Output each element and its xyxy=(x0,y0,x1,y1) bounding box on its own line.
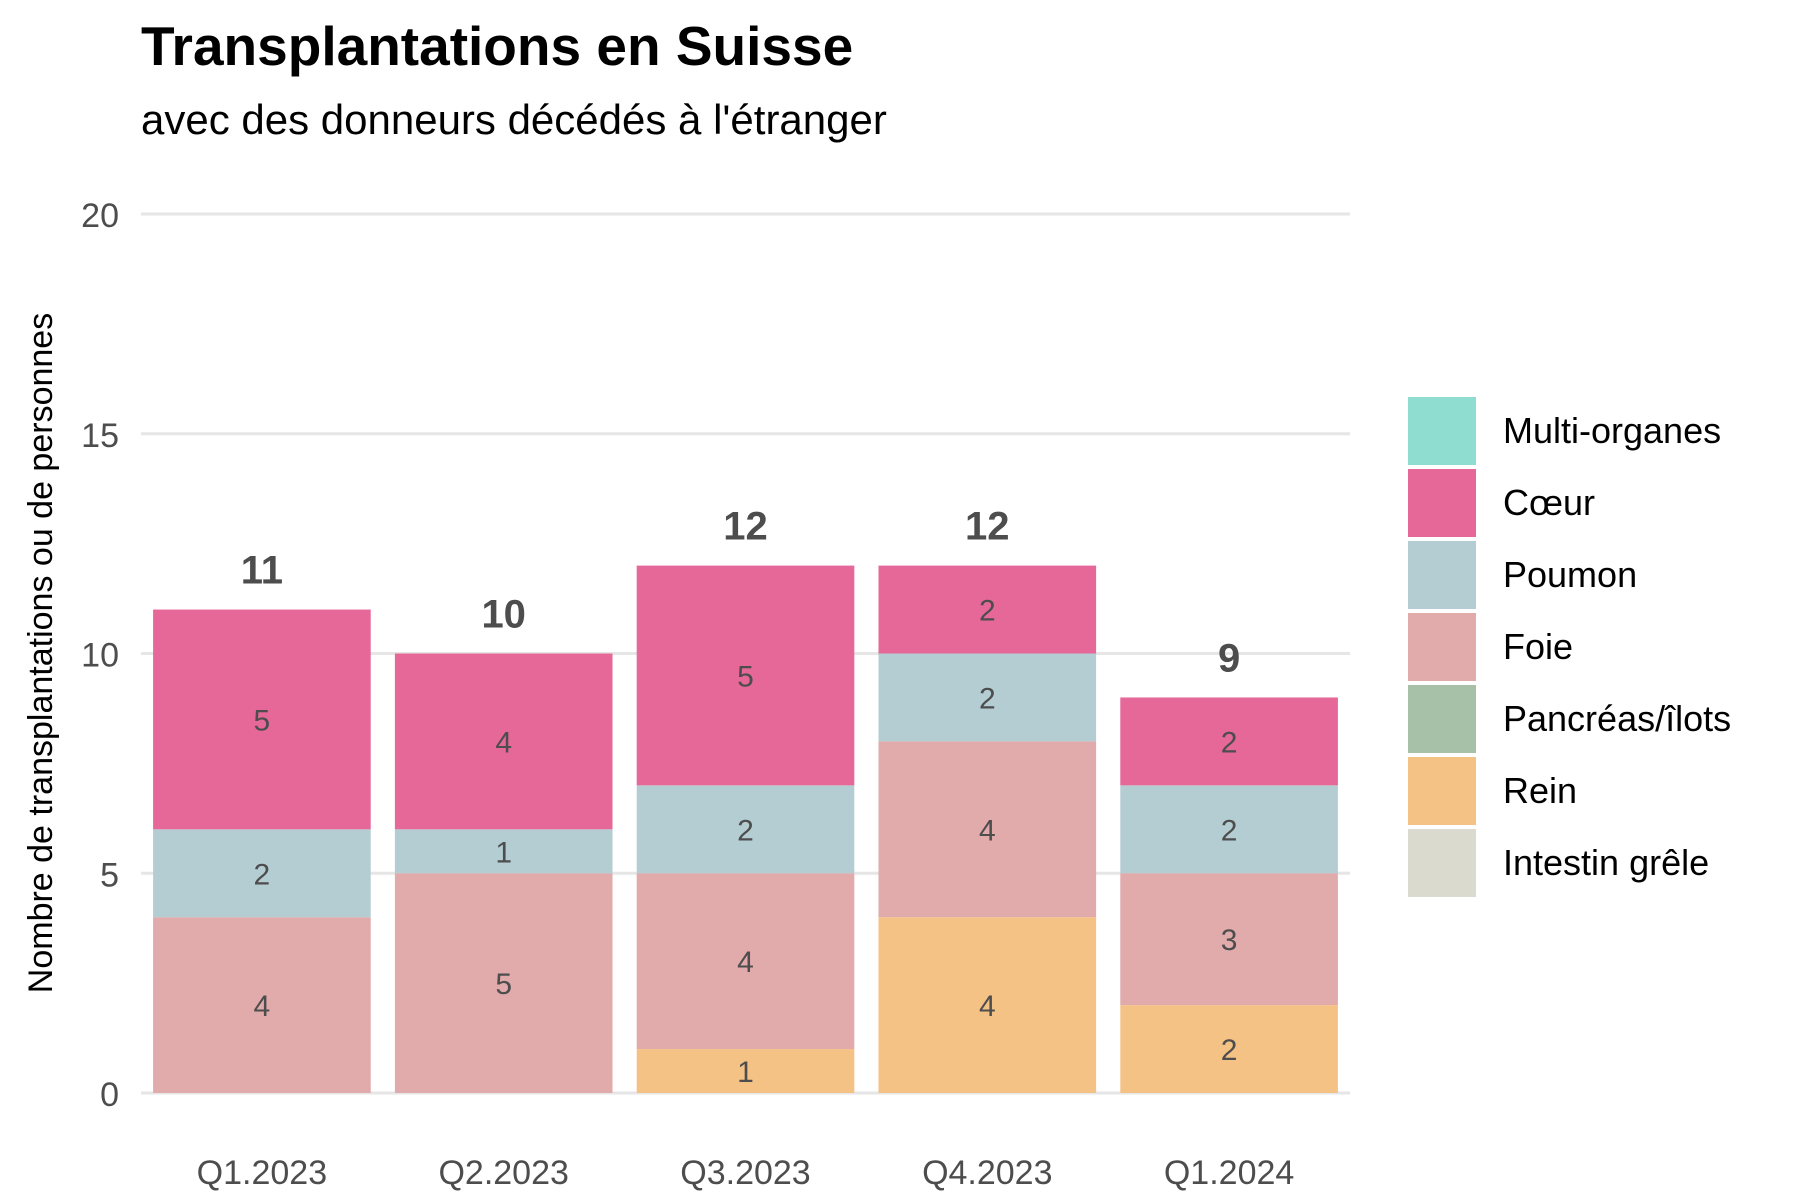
bar-segment xyxy=(878,917,1097,1093)
segment-value-label: 2 xyxy=(737,814,754,847)
segment-value-label: 2 xyxy=(254,858,271,891)
total-value-label: 11 xyxy=(241,549,283,593)
legend-item-rein: Rein xyxy=(1408,755,1731,827)
total-value-label: 10 xyxy=(481,593,526,637)
segment-value-label: 4 xyxy=(979,990,996,1023)
bar-segment xyxy=(394,829,613,874)
legend-item-poumon: Poumon xyxy=(1408,539,1731,611)
legend-swatch xyxy=(1408,685,1476,753)
bar-segment xyxy=(153,917,371,1093)
total-value-label: 9 xyxy=(1218,636,1240,680)
segment-value-label: 5 xyxy=(737,660,754,693)
x-tick-label: Q3.2023 xyxy=(680,1154,810,1192)
chart-title: Transplantations en Suisse xyxy=(141,15,854,77)
segment-value-label: 1 xyxy=(495,836,512,869)
x-tick-label: Q2.2023 xyxy=(438,1154,568,1192)
bar-segment xyxy=(1120,785,1338,874)
segment-value-label: 4 xyxy=(254,990,271,1023)
segment-value-label: 4 xyxy=(979,814,996,847)
legend-label: Cœur xyxy=(1503,482,1595,523)
legend-item-intestin-grele: Intestin grêle xyxy=(1408,827,1731,899)
segment-value-label: 5 xyxy=(254,704,271,737)
legend-swatch xyxy=(1408,757,1476,825)
bar-segment xyxy=(878,741,1097,918)
segment-value-label: 4 xyxy=(737,946,754,979)
y-tick-label: 15 xyxy=(81,417,119,455)
legend-swatch xyxy=(1408,613,1476,681)
total-value-label: 12 xyxy=(723,505,768,549)
legend: Multi-organes Cœur Poumon Foie Pancréas/… xyxy=(1408,395,1731,899)
x-tick-label: Q1.2024 xyxy=(1164,1154,1294,1192)
bar-segment xyxy=(153,609,371,830)
legend-label: Poumon xyxy=(1503,554,1638,595)
legend-label: Pancréas/îlots xyxy=(1503,698,1732,739)
legend-item-foie: Foie xyxy=(1408,611,1731,683)
x-tick-label: Q1.2023 xyxy=(197,1154,327,1192)
y-tick-label: 0 xyxy=(100,1076,119,1114)
bar-segment xyxy=(394,653,613,830)
bar-segment xyxy=(636,873,855,1050)
legend-item-coeur: Cœur xyxy=(1408,467,1731,539)
bar-segment xyxy=(636,1049,855,1093)
bar-segment xyxy=(1120,873,1338,1006)
segment-value-label: 2 xyxy=(979,595,996,628)
bar-segment xyxy=(394,873,613,1093)
legend-item-pancreas-ilots: Pancréas/îlots xyxy=(1408,683,1731,755)
segment-value-label: 2 xyxy=(979,682,996,715)
bar-segment xyxy=(878,565,1097,654)
bar-segment xyxy=(153,829,371,918)
legend-label: Intestin grêle xyxy=(1503,842,1710,883)
bar-segment xyxy=(878,653,1097,742)
segment-value-label: 3 xyxy=(1221,924,1238,957)
segment-value-label: 2 xyxy=(1221,726,1238,759)
chart-subtitle: avec des donneurs décédés à l'étranger xyxy=(141,96,887,143)
legend-label: Rein xyxy=(1503,770,1578,811)
legend-swatch xyxy=(1408,541,1476,609)
segment-value-label: 5 xyxy=(495,968,512,1001)
x-tick-label: Q4.2023 xyxy=(922,1154,1052,1192)
segment-value-label: 2 xyxy=(1221,814,1238,847)
segment-value-label: 4 xyxy=(495,726,512,759)
segment-value-label: 1 xyxy=(737,1056,754,1089)
y-tick-label: 5 xyxy=(100,856,119,894)
y-axis-label: Nombre de transplantations ou de personn… xyxy=(22,313,60,993)
legend-item-multi-organes: Multi-organes xyxy=(1408,395,1731,467)
y-tick-label: 20 xyxy=(81,197,119,235)
legend-label: Foie xyxy=(1503,626,1574,667)
legend-swatch xyxy=(1408,397,1476,465)
y-tick-label: 10 xyxy=(81,637,119,675)
bar-segment xyxy=(636,785,855,874)
legend-swatch xyxy=(1408,829,1476,897)
total-value-label: 12 xyxy=(965,505,1010,549)
bar-segment xyxy=(1120,1005,1338,1093)
legend-swatch xyxy=(1408,469,1476,537)
bar-segment xyxy=(1120,697,1338,786)
segment-value-label: 2 xyxy=(1221,1034,1238,1067)
legend-label: Multi-organes xyxy=(1503,410,1722,451)
bar-segment xyxy=(636,565,855,786)
